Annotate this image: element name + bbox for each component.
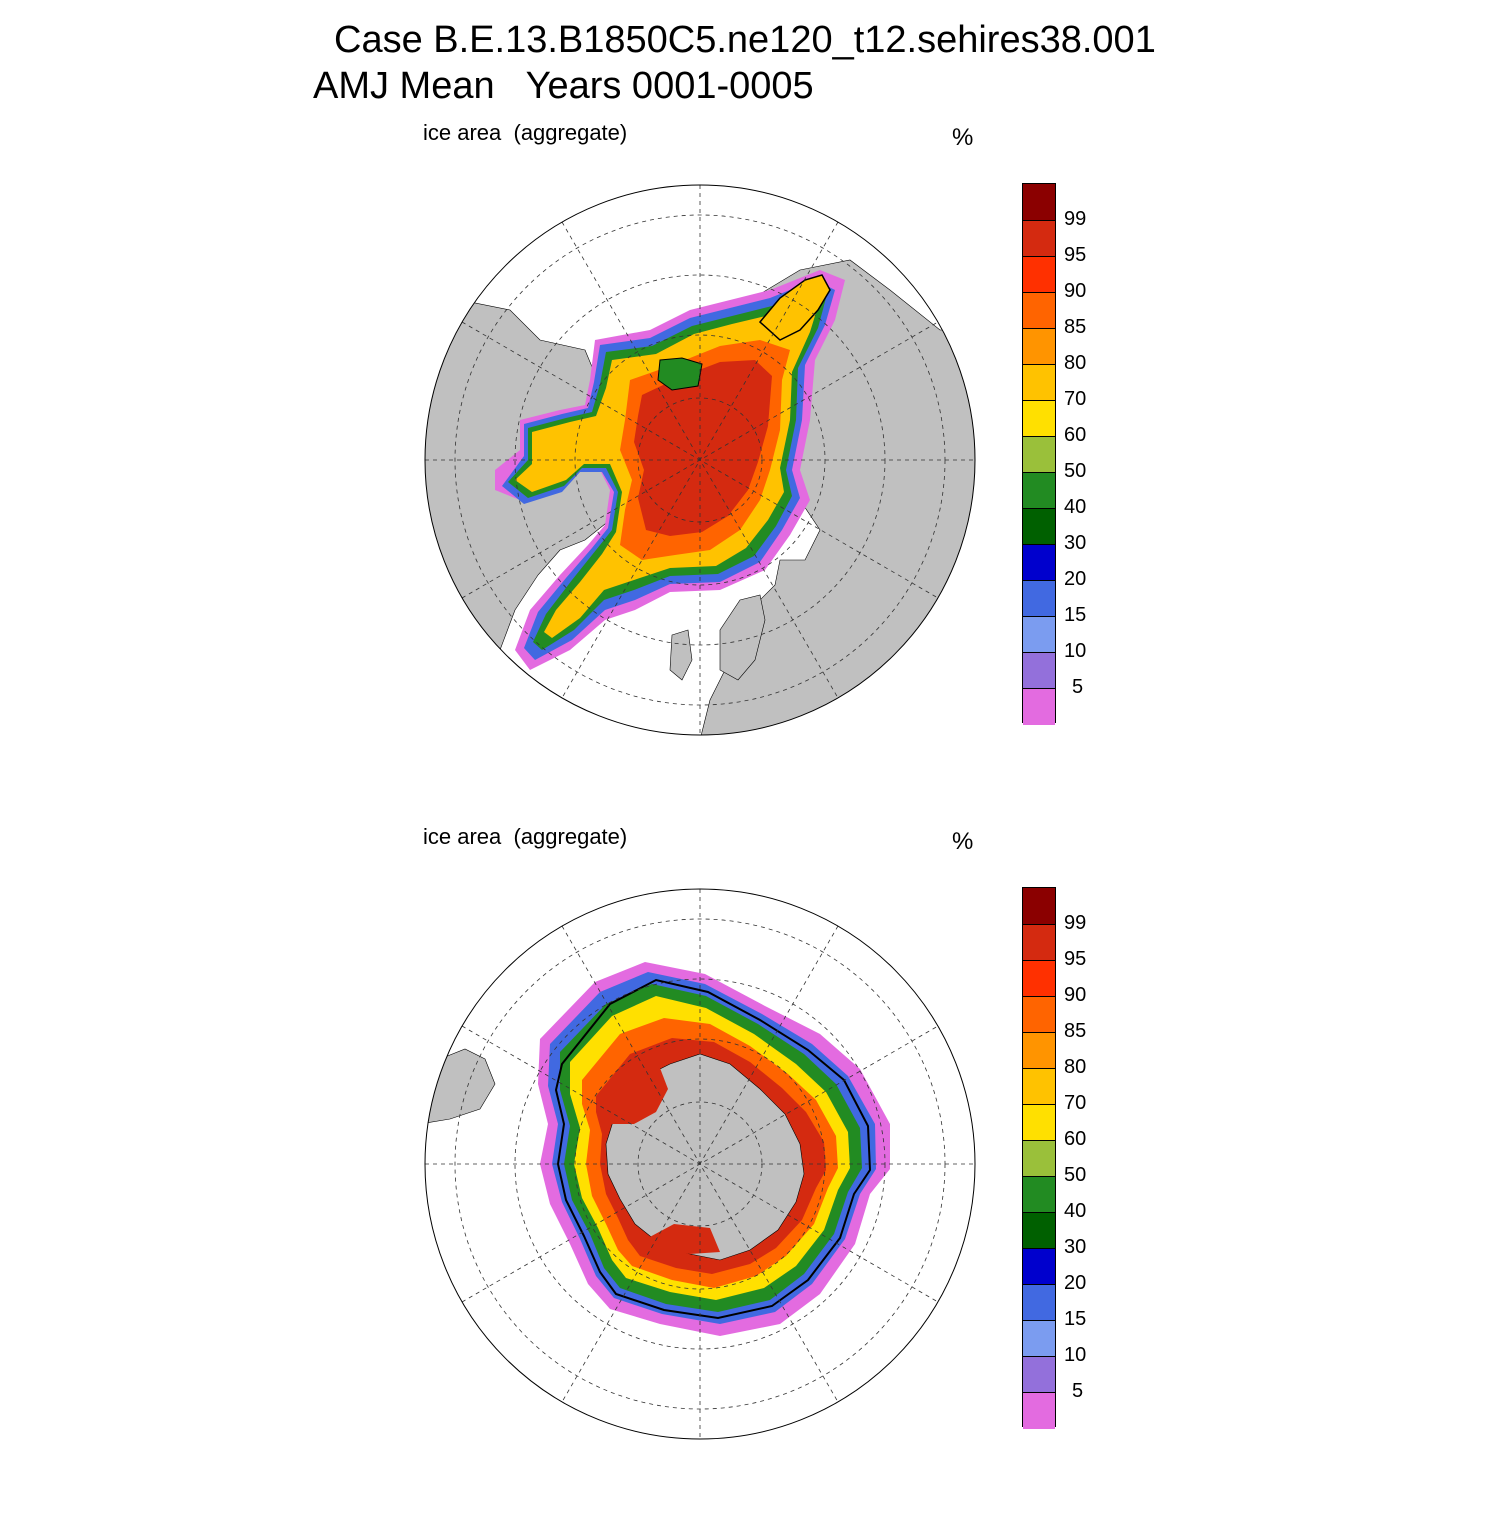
ice-pack-center	[634, 360, 772, 536]
colorbar-swatch	[1023, 924, 1055, 961]
colorbar-swatch	[1023, 256, 1055, 293]
colorbar-swatch	[1023, 996, 1055, 1033]
colorbar-tick-label: 95	[1064, 244, 1087, 266]
colorbar-tick-label: 15	[1064, 604, 1087, 626]
colorbar-tick-label: 60	[1064, 424, 1087, 446]
colorbar-swatch	[1023, 400, 1055, 437]
colorbar-swatch	[1023, 616, 1055, 653]
ice-bering	[657, 357, 703, 391]
colorbar-swatch	[1023, 1320, 1055, 1357]
map-boundary	[424, 184, 976, 736]
ice-ross	[646, 1224, 720, 1254]
colorbar-tick-label: 40	[1064, 496, 1087, 518]
colorbar-swatch	[1023, 436, 1055, 473]
colorbar-labels: 99 95 90 85 80 70 60 50 40 30 20 15 10 5	[1064, 887, 1124, 1427]
colorbar-swatch	[1023, 1032, 1055, 1069]
south-polar-map	[424, 888, 976, 1440]
ice-edge-observed-contour	[554, 978, 872, 1320]
colorbar-swatch	[1023, 364, 1055, 401]
colorbar-tick-label: 30	[1064, 532, 1087, 554]
ice-okhotsk	[758, 274, 831, 341]
colorbar-tick-label: 70	[1064, 1092, 1087, 1114]
colorbar-swatch	[1023, 1068, 1055, 1105]
colorbar-swatch	[1023, 1356, 1055, 1393]
colorbar	[1022, 183, 1056, 725]
land-scandinavia	[719, 594, 766, 681]
colorbar-tick-label: 50	[1064, 1164, 1087, 1186]
ice-weddell	[600, 1068, 668, 1124]
land-uk	[669, 629, 693, 681]
colorbar-swatch	[1023, 1248, 1055, 1285]
colorbar-swatch	[1023, 580, 1055, 617]
colorbar-tick-label: 50	[1064, 460, 1087, 482]
colorbar-tick-label: 70	[1064, 388, 1087, 410]
colorbar-tick-label: 10	[1064, 640, 1087, 662]
colorbar-tick-label: 20	[1064, 1272, 1087, 1294]
colorbar-swatch	[1023, 960, 1055, 997]
colorbar-tick-label: 15	[1064, 1308, 1087, 1330]
colorbar-swatch	[1023, 184, 1055, 220]
colorbar-labels: 99 95 90 85 80 70 60 50 40 30 20 15 10 5	[1064, 183, 1124, 723]
north-polar-panel: ice area (aggregate) %	[0, 110, 1500, 830]
colorbar-tick-label: 80	[1064, 1056, 1087, 1078]
colorbar-swatch	[1023, 544, 1055, 581]
colorbar-tick-label: 60	[1064, 1128, 1087, 1150]
colorbar-swatch	[1023, 888, 1055, 924]
figure-title-case: Case B.E.13.B1850C5.ne120_t12.sehires38.…	[334, 19, 1156, 61]
colorbar-swatch	[1023, 1176, 1055, 1213]
colorbar-swatch	[1023, 328, 1055, 365]
colorbar-tick-label: 10	[1064, 1344, 1087, 1366]
colorbar-swatch	[1023, 1140, 1055, 1177]
north-polar-map	[424, 184, 976, 736]
colorbar-tick-label: 80	[1064, 352, 1087, 374]
colorbar-tick-label: 85	[1064, 316, 1087, 338]
colorbar-tick-label: 5	[1072, 676, 1084, 698]
colorbar-swatch	[1023, 1212, 1055, 1249]
colorbar-swatch	[1023, 508, 1055, 545]
map-boundary	[424, 888, 976, 1440]
colorbar-tick-label: 90	[1064, 280, 1087, 302]
graticule	[425, 889, 975, 1439]
south-polar-panel: ice area (aggregate) %	[0, 814, 1500, 1534]
panel-variable-label: ice area (aggregate)	[423, 120, 628, 145]
colorbar	[1022, 887, 1056, 1429]
panel-unit-label: %	[952, 124, 974, 151]
colorbar-tick-label: 85	[1064, 1020, 1087, 1042]
colorbar-swatch	[1023, 652, 1055, 689]
colorbar-swatch	[1023, 292, 1055, 329]
figure-title-period: AMJ Mean Years 0001-0005	[313, 65, 814, 107]
colorbar-swatch	[1023, 220, 1055, 257]
panel-variable-label: ice area (aggregate)	[423, 824, 628, 849]
colorbar-tick-label: 40	[1064, 1200, 1087, 1222]
graticule	[425, 185, 975, 735]
colorbar-tick-label: 5	[1072, 1380, 1084, 1402]
colorbar-tick-label: 90	[1064, 984, 1087, 1006]
colorbar-swatch	[1023, 472, 1055, 509]
colorbar-swatch	[1023, 1284, 1055, 1321]
colorbar-swatch	[1023, 1104, 1055, 1141]
colorbar-tick-label: 99	[1064, 208, 1087, 230]
colorbar-swatch	[1023, 688, 1055, 725]
colorbar-tick-label: 99	[1064, 912, 1087, 934]
colorbar-tick-label: 20	[1064, 568, 1087, 590]
colorbar-swatch	[1023, 1392, 1055, 1429]
colorbar-tick-label: 95	[1064, 948, 1087, 970]
panel-unit-label: %	[952, 828, 974, 855]
colorbar-tick-label: 30	[1064, 1236, 1087, 1258]
